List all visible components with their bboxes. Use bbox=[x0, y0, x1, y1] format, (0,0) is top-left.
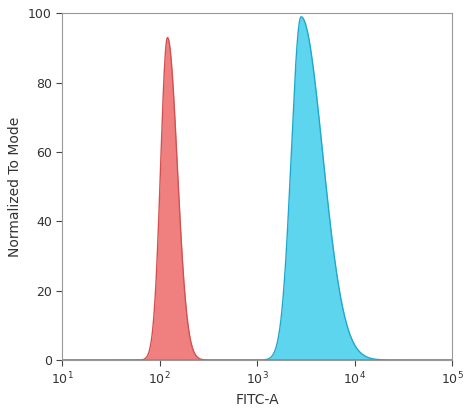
X-axis label: FITC-A: FITC-A bbox=[236, 393, 279, 407]
Y-axis label: Normalized To Mode: Normalized To Mode bbox=[8, 117, 22, 257]
